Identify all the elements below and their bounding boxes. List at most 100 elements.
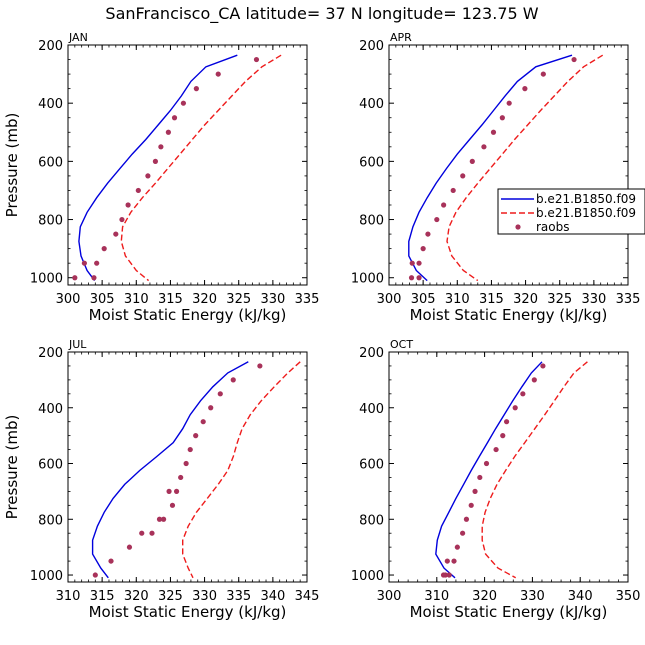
raobs-point xyxy=(425,231,431,237)
y-tick-label: 600 xyxy=(359,458,384,473)
raobs-point xyxy=(472,488,478,494)
raobs-point xyxy=(208,405,214,411)
panel-label: APR xyxy=(390,31,412,44)
raobs-point xyxy=(441,202,447,208)
raobs-point xyxy=(169,502,176,508)
raobs-point xyxy=(512,405,518,411)
raobs-point xyxy=(135,187,141,194)
y-axis-label: Pressure (mb) xyxy=(3,113,21,218)
raobs-point xyxy=(483,460,490,467)
legend-label: raobs xyxy=(536,220,570,234)
legend-box xyxy=(497,188,645,235)
y-tick-label: 800 xyxy=(359,214,384,229)
x-tick-label: 315 xyxy=(158,292,183,307)
raobs-point xyxy=(451,558,457,564)
plot-frame xyxy=(67,351,308,583)
raobs-point xyxy=(215,71,221,77)
x-tick-label: 320 xyxy=(124,589,149,604)
raobs-point xyxy=(540,363,546,369)
raobs-point xyxy=(571,56,577,63)
panel-apr: APR 300 305 310 315 320 325 330 335 200 400 600 800 1… xyxy=(351,31,641,324)
raobs-point xyxy=(139,530,145,536)
plot-frame xyxy=(67,44,308,286)
raobs-point xyxy=(165,129,171,135)
y-tick-label: 200 xyxy=(38,346,63,361)
series-line-solid xyxy=(91,361,249,579)
y-axis-label: Pressure (mb) xyxy=(3,415,21,520)
raobs-point xyxy=(503,419,510,425)
x-tick-label: 335 xyxy=(616,292,641,307)
x-tick-label: 330 xyxy=(192,589,217,604)
raobs-point xyxy=(493,446,499,453)
series-line-solid xyxy=(408,54,573,282)
x-tick-label: 340 xyxy=(568,589,593,604)
y-tick-label: 1000 xyxy=(30,272,63,287)
series-line-solid xyxy=(435,361,543,579)
raobs-point xyxy=(454,544,460,550)
x-tick-label: 335 xyxy=(226,589,251,604)
raobs-point xyxy=(522,86,528,92)
x-tick-label: 320 xyxy=(192,292,217,307)
x-tick-label: 325 xyxy=(226,292,251,307)
plot-frame xyxy=(388,351,629,583)
raobs-point xyxy=(416,260,422,266)
x-tick-label: 350 xyxy=(616,589,641,604)
y-tick-label: 600 xyxy=(38,155,63,170)
raobs-point xyxy=(253,56,260,63)
raobs-point xyxy=(158,144,164,150)
raobs-point xyxy=(200,419,206,425)
y-tick-label: 800 xyxy=(38,214,63,229)
y-tick-label: 800 xyxy=(38,513,63,528)
plot-frame xyxy=(388,44,629,286)
raobs-point xyxy=(72,275,78,281)
raobs-point xyxy=(81,260,87,266)
legend-label: b.e21.B1850.f09 xyxy=(536,206,636,220)
y-tick-label: 200 xyxy=(359,39,384,54)
raobs-point xyxy=(166,488,172,494)
x-tick-label: 310 xyxy=(445,292,470,307)
series-line-solid xyxy=(78,54,238,282)
series-line-dashed xyxy=(446,54,604,282)
x-axis-label: Moist Static Energy (kJ/kg) xyxy=(410,306,608,324)
x-tick-label: 310 xyxy=(124,292,149,307)
raobs-point xyxy=(463,516,470,522)
x-axis-label: Moist Static Energy (kJ/kg) xyxy=(89,603,287,621)
raobs-point xyxy=(91,275,97,281)
raobs-point xyxy=(460,530,466,536)
series-line-dashed xyxy=(181,361,301,579)
legend-label: b.e21.B1850.f09 xyxy=(536,192,636,206)
panel-label: JUL xyxy=(68,338,87,351)
raobs-point xyxy=(113,231,119,237)
raobs-point xyxy=(444,558,450,564)
figure-title: SanFrancisco_CA latitude= 37 N longitude… xyxy=(105,4,538,24)
raobs-point xyxy=(440,572,447,578)
panel-label: OCT xyxy=(390,338,413,351)
x-tick-label: 305 xyxy=(411,292,436,307)
raobs-point xyxy=(450,187,456,194)
x-tick-label: 325 xyxy=(547,292,572,307)
raobs-point xyxy=(119,216,125,223)
x-tick-label: 320 xyxy=(513,292,538,307)
raobs-point xyxy=(490,129,497,135)
y-tick-label: 400 xyxy=(359,97,384,112)
raobs-point xyxy=(230,377,236,383)
raobs-point xyxy=(460,173,466,179)
raobs-point xyxy=(434,216,440,223)
y-tick-label: 400 xyxy=(38,402,63,417)
y-tick-label: 200 xyxy=(38,39,63,54)
raobs-point xyxy=(477,474,483,481)
y-tick-label: 600 xyxy=(359,155,384,170)
raobs-point xyxy=(149,530,155,536)
raobs-point xyxy=(145,173,151,179)
panel-jan: JAN 300 305 310 315 320 325 330 335 200 400 600 800 1… xyxy=(3,31,319,324)
y-tick-label: 400 xyxy=(359,402,384,417)
raobs-point xyxy=(499,115,505,121)
raobs-point xyxy=(481,144,487,150)
raobs-point xyxy=(468,502,474,508)
series-line-dashed xyxy=(481,361,588,579)
x-tick-label: 300 xyxy=(377,589,402,604)
raobs-point xyxy=(408,275,415,281)
y-tick-label: 800 xyxy=(359,513,384,528)
